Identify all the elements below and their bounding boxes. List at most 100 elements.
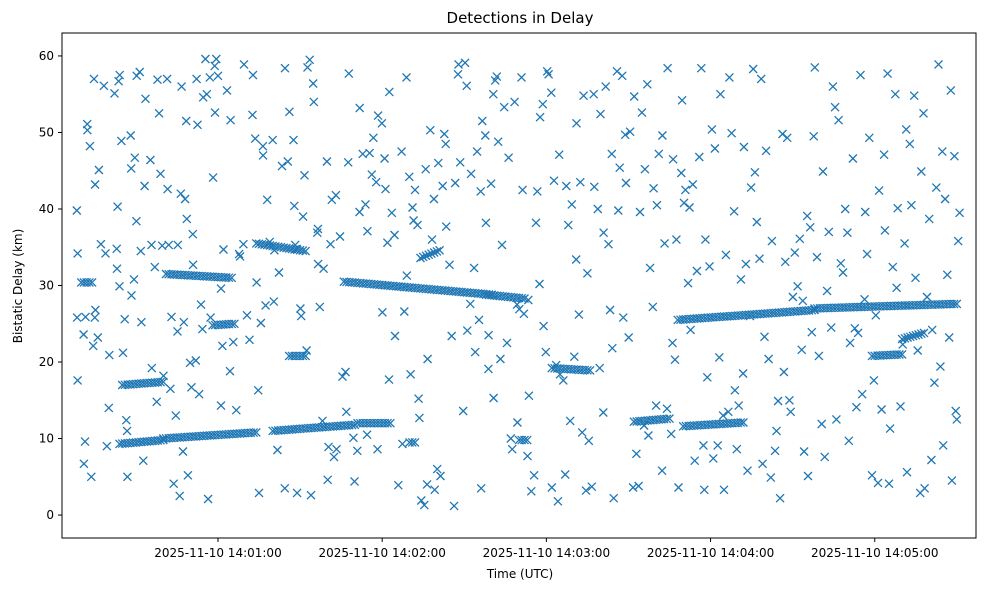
data-point-606 [338,372,347,382]
data-point-320 [350,420,360,430]
data-point-936 [937,147,947,157]
data-point-896 [860,207,870,217]
data-point-621 [367,170,377,180]
data-point-726 [549,176,559,186]
y-tick-label: 40 [39,202,54,216]
data-point-353 [662,414,672,424]
data-point-677 [465,299,475,309]
data-point-581 [295,304,305,313]
data-point-598 [323,475,333,485]
data-point-340 [522,435,532,445]
data-point-441 [72,313,82,323]
data-point-930 [926,455,936,465]
data-point-698 [499,102,509,112]
data-point-857 [786,407,796,417]
data-point-775 [637,108,647,118]
data-point-772 [631,449,641,459]
data-point-499 [159,371,168,381]
data-point-871 [812,252,822,262]
data-point-607 [341,367,350,377]
data-point-577 [289,201,299,211]
data-point-582 [296,311,306,321]
data-point-455 [88,341,98,351]
data-point-47 [298,246,308,256]
data-point-652 [421,164,431,174]
data-point-947 [955,208,965,218]
data-point-731 [558,375,568,385]
data-point-921 [909,91,919,101]
data-point-433 [905,332,915,342]
data-point-376 [736,418,746,428]
data-point-830 [736,274,746,284]
data-point-928 [922,292,932,302]
data-point-657 [429,194,439,204]
scatter-marks [72,54,965,511]
data-point-894 [857,389,867,399]
data-point-510 [177,82,187,92]
data-point-548 [234,249,244,259]
data-point-629 [381,184,390,194]
data-point-539 [216,284,226,294]
data-point-891 [851,402,861,412]
data-point-459 [99,81,109,91]
data-point-585 [303,62,312,72]
data-point-478 [126,163,136,173]
data-point-401 [227,319,237,329]
data-point-755 [601,82,611,92]
data-point-848 [770,446,780,456]
data-point-877 [824,227,834,237]
data-point-596 [319,264,329,274]
data-point-794 [670,355,680,365]
data-point-712 [524,391,534,401]
data-point-771 [629,92,639,101]
data-point-873 [817,419,827,429]
data-point-723 [544,69,554,79]
data-point-411 [418,252,428,262]
data-point-546 [228,337,238,347]
data-point-914 [896,401,905,411]
data-point-473 [120,314,130,324]
data-point-513 [179,317,189,327]
data-point-450 [85,141,95,151]
data-point-676 [462,326,472,336]
data-point-856 [784,395,794,405]
data-point-748 [589,89,599,99]
data-point-757 [605,305,615,315]
data-point-613 [352,446,362,456]
data-point-521 [188,260,198,270]
data-point-724 [546,88,556,98]
data-point-428 [894,350,904,359]
data-point-614 [355,207,364,217]
data-point-785 [654,149,664,159]
data-point-476 [122,472,132,482]
data-point-509 [176,189,186,199]
data-point-704 [512,418,522,427]
data-point-29 [227,273,237,283]
data-point-927 [920,483,930,493]
data-point-880 [830,102,840,112]
data-point-836 [746,183,756,193]
data-point-557 [252,277,262,287]
data-point-319 [347,420,357,430]
data-point-625 [373,111,383,121]
data-point-756 [604,239,613,249]
data-point-431 [900,333,910,343]
data-point-540 [216,401,226,411]
data-point-906 [880,225,890,235]
data-point-576 [289,135,298,145]
data-point-604 [332,444,341,454]
data-point-638 [397,439,407,449]
data-point-587 [305,55,315,65]
data-point-682 [474,315,484,325]
data-point-889 [848,154,858,163]
data-point-666 [445,260,454,270]
data-point-684 [476,483,486,493]
data-point-805 [690,456,700,466]
data-point-532 [205,72,215,82]
data-point-765 [618,313,628,323]
data-point-744 [581,486,591,496]
data-point-588 [306,490,316,500]
data-point-656 [427,235,437,245]
data-point-466 [115,70,125,80]
data-point-528 [197,324,207,334]
